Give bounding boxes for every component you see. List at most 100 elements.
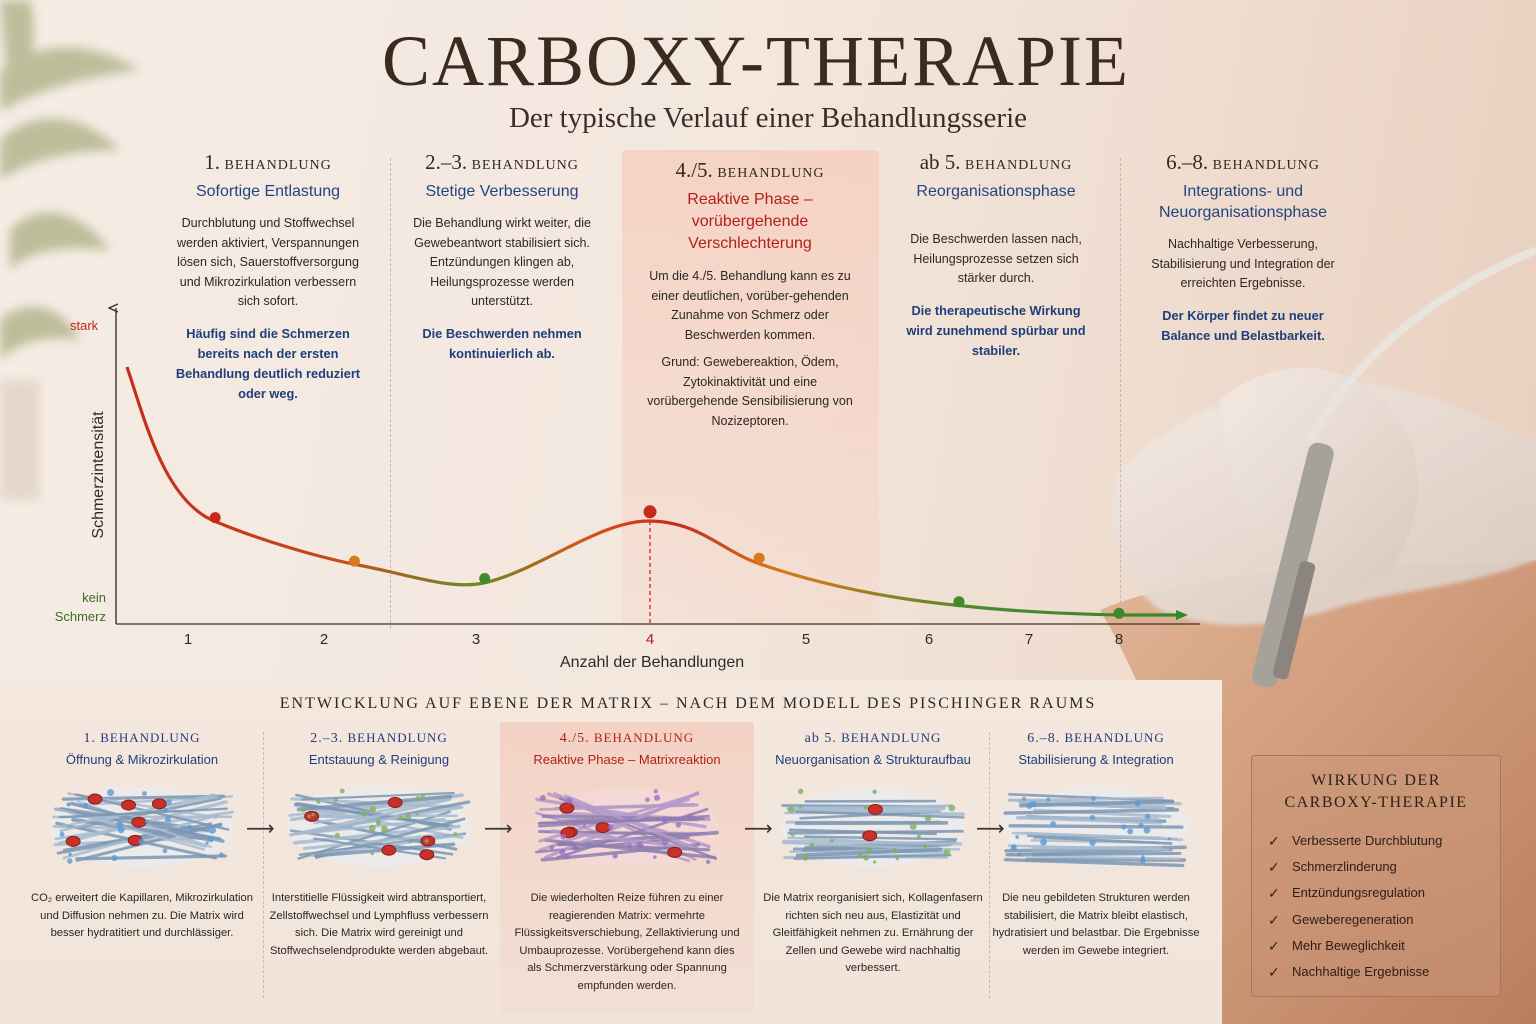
matrix-stage-4-5: 4./5. BEHANDLUNG Reaktive Phase – Matrix… [512, 730, 742, 992]
phase-1: 1. BEHANDLUNG Sofortige Entlastung Durch… [168, 150, 368, 404]
x-tick-label: 1 [184, 631, 192, 648]
effect-label: Nachhaltige Ergebnisse [1292, 964, 1430, 980]
curve-point [1113, 607, 1125, 619]
x-tick-labels: 1 2 3 4 5 6 7 8 [184, 631, 1123, 648]
phase-name: Integrations- und Neuorganisationsphase [1158, 183, 1328, 221]
matrix-section-title: ENTWICKLUNG AUF EBENE DER MATRIX – NACH … [279, 695, 1097, 712]
matrix-stage-ab-5: ab 5. BEHANDLUNG Neuorganisation & Struk… [758, 730, 988, 974]
phase-6-8: 6.–8. BEHANDLUNG Integrations- und Neuor… [1148, 150, 1338, 346]
stage-description: CO₂ erweitert die Kapillaren, Mikrozirku… [31, 892, 253, 939]
matrix-tissue-illustration [781, 787, 965, 867]
phase-note: Häufig sind die Schmerzen bereits nach d… [175, 325, 361, 401]
phase-description: Die Behandlung wirkt weiter, die Gewebea… [413, 216, 591, 308]
phase-name: Sofortige Entlastung [195, 183, 341, 200]
phase-name: Stetige Verbesserung [425, 183, 579, 200]
stage-head-label: BEHANDLUNG [593, 730, 695, 745]
stage-name: Öffnung & Mikrozirkulation [65, 752, 219, 767]
matrix-reactive-highlight [500, 722, 754, 1014]
stage-name: Neuorganisation & Strukturaufbau [775, 752, 971, 767]
plant-decoration [0, 0, 140, 500]
effect-item: ✓ Verbesserte Durchblutung [1268, 828, 1484, 854]
curve-point [479, 573, 491, 584]
matrix-tissue-illustration [534, 787, 719, 867]
stage-number: 4./5. [559, 731, 590, 746]
checkmark-icon: ✓ [1268, 833, 1280, 850]
phase-description: Die Beschwerden lassen nach, Heilungspro… [910, 232, 1082, 285]
matrix-divider [263, 732, 264, 998]
curve-points [209, 505, 1125, 619]
x-tick-label: 7 [1025, 631, 1033, 648]
stage-number: 1. [83, 731, 96, 746]
curve-point [209, 512, 221, 524]
matrix-divider [989, 732, 990, 998]
arrow-right-icon: ⟶ [246, 818, 275, 840]
stage-description: Die Matrix reorganisiert sich, Kollagenf… [763, 892, 983, 974]
phase-divider [1120, 158, 1121, 628]
phase-4-5: 4./5. BEHANDLUNG Reaktive Phase – vorübe… [644, 158, 856, 431]
phase-divider [390, 158, 391, 628]
effect-item: ✓ Entzündungsregulation [1268, 880, 1484, 906]
stage-head-label: BEHANDLUNG [1064, 730, 1165, 745]
checkmark-icon: ✓ [1268, 859, 1280, 876]
effect-label: Schmerzlinderung [1292, 859, 1397, 875]
matrix-tissue-illustration [50, 787, 235, 867]
phase-number: ab 5. [919, 150, 961, 174]
phase-head-label: BEHANDLUNG [1212, 158, 1320, 173]
curve-point [348, 555, 360, 567]
phase-head-label: BEHANDLUNG [717, 166, 825, 181]
phase-note: Der Körper findet zu neuer Balance und B… [1161, 307, 1325, 343]
phase-ab-5: ab 5. BEHANDLUNG Reorganisationsphase Di… [898, 150, 1094, 361]
phase-reason: Grund: Gewebereaktion, Ödem, Zytokinakti… [647, 355, 853, 428]
matrix-tissue-illustration [1003, 787, 1188, 868]
x-tick-label: 8 [1115, 631, 1123, 648]
phase-head-label: BEHANDLUNG [965, 158, 1073, 173]
effects-panel: WIRKUNG DER CARBOXY-THERAPIE ✓ Verbessert… [1251, 755, 1501, 997]
effect-label: Mehr Beweglichkeit [1292, 937, 1405, 953]
stage-description: Die neu gebildeten Strukturen werden sta… [992, 892, 1200, 957]
effect-item: ✓ Geweberegeneration [1268, 907, 1484, 933]
checkmark-icon: ✓ [1268, 964, 1280, 981]
x-tick-label: 2 [320, 631, 328, 648]
matrix-tissue-illustration [287, 787, 471, 867]
effect-item: ✓ Nachhaltige Ergebnisse [1268, 959, 1484, 985]
effect-label: Geweberegeneration [1292, 911, 1414, 927]
effect-label: Verbesserte Durchblutung [1292, 833, 1443, 849]
phase-number: 2.–3. [425, 150, 468, 174]
page-title: CARBOXY-THERAPIE [381, 21, 1131, 101]
stage-head-label: BEHANDLUNG [100, 730, 201, 745]
pain-curve-chart: 1 2 3 4 5 6 7 8 [0, 290, 1200, 648]
effect-item: ✓ Schmerzlinderung [1268, 854, 1484, 880]
matrix-stage-1: 1. BEHANDLUNG Öffnung & Mikrozirkulation… [27, 730, 257, 939]
x-axis-title: Anzahl der Behandlungen [560, 654, 745, 671]
checkmark-icon: ✓ [1268, 885, 1280, 902]
phase-description: Durchblutung und Stoffwechsel werden akt… [176, 216, 360, 308]
x-tick-label: 4 [646, 631, 654, 648]
arrow-right-icon: ⟶ [484, 818, 513, 840]
stage-name: Stabilisierung & Integration [1018, 752, 1174, 767]
arrow-right-icon: ⟶ [976, 818, 1005, 840]
phase-head-label: BEHANDLUNG [224, 158, 332, 173]
phase-name: Reaktive Phase – vorübergehende Verschle… [687, 191, 813, 252]
phase-note: Die Beschwerden nehmen kontinuierlich ab… [422, 325, 582, 361]
stage-number: ab 5. [804, 731, 837, 746]
phase-description: Nachhaltige Verbesserung, Stabilisierung… [1151, 237, 1335, 290]
phase-description: Um die 4./5. Behandlung kann es zu einer… [649, 269, 851, 342]
page-subtitle: Der typische Verlauf einer Behandlungsse… [508, 102, 1028, 134]
stage-head-label: BEHANDLUNG [347, 730, 448, 745]
phase-number: 1. [204, 150, 221, 174]
phase-head-label: BEHANDLUNG [471, 158, 579, 173]
y-axis-top-label: stark [70, 318, 99, 333]
curve-point [953, 596, 965, 608]
matrix-stage-2-3: 2.–3. BEHANDLUNG Entstauung & Reinigung … [264, 730, 494, 957]
effect-label: Entzündungsregulation [1292, 885, 1425, 901]
pain-curve-line [125, 366, 1188, 620]
effect-item: ✓ Mehr Beweglichkeit [1268, 933, 1484, 959]
curve-point [753, 552, 765, 564]
stage-head-label: BEHANDLUNG [841, 730, 942, 745]
phase-2-3: 2.–3. BEHANDLUNG Stetige Verbesserung Di… [404, 150, 600, 364]
stage-name: Entstauung & Reinigung [308, 752, 450, 767]
stage-description: Die wiederholten Reize führen zu einer r… [514, 892, 740, 992]
phase-number: 4./5. [675, 158, 713, 182]
arrow-right-icon: ⟶ [744, 818, 773, 840]
x-tick-label: 6 [925, 631, 933, 648]
